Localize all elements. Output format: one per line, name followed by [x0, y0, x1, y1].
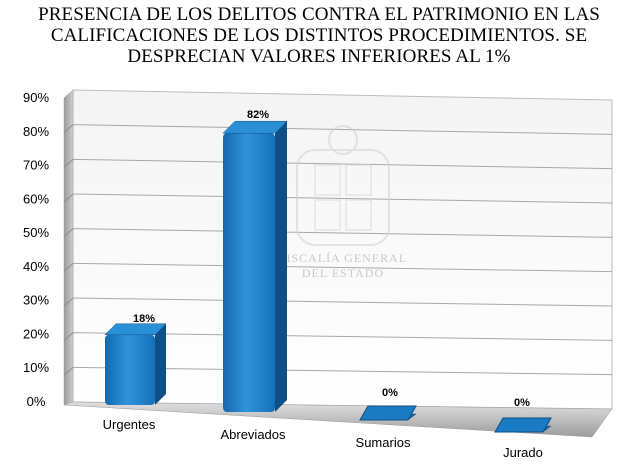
y-tick-label: 0% — [27, 394, 46, 409]
bar-side — [275, 121, 287, 412]
y-tick-label: 40% — [23, 259, 49, 274]
y-tick-label: 70% — [23, 158, 49, 173]
category-label: Urgentes — [103, 417, 156, 432]
gridline — [72, 124, 613, 135]
y-tick-label: 20% — [23, 326, 49, 341]
chart-title-line-1: PRESENCIA DE LOS DELITOS CONTRA EL PATRI… — [38, 4, 600, 25]
side-gridline — [63, 158, 74, 168]
category-label: Sumarios — [356, 435, 411, 450]
bar-top — [222, 120, 288, 134]
bar-zero-slab — [494, 417, 552, 433]
side-gridline — [63, 124, 74, 134]
side-gridline — [63, 193, 74, 203]
gridline — [72, 158, 613, 170]
y-tick-label: 30% — [23, 293, 49, 308]
side-gridline — [63, 262, 74, 272]
side-gridline — [63, 228, 74, 238]
floor — [63, 401, 613, 438]
watermark-line-2: DEL ESTADO — [302, 266, 384, 280]
side-gridline — [63, 297, 74, 307]
y-tick-label: 80% — [23, 124, 49, 139]
bar-sumarios — [359, 405, 417, 421]
side-wall — [63, 89, 74, 406]
bar-top — [104, 323, 167, 336]
bar-jurado — [494, 417, 552, 433]
data-label: 82% — [247, 109, 269, 121]
bar-abreviados — [222, 120, 288, 412]
bars: 18% 82% 0% 0% — [104, 109, 552, 433]
bar-zero-slab — [359, 405, 417, 421]
category-label: Abreviados — [220, 427, 286, 442]
y-tick-label: 50% — [23, 225, 49, 240]
chart-title-line-2: CALIFICACIONES DE LOS DISTINTOS PROCEDIM… — [50, 25, 588, 46]
data-label: 0% — [382, 387, 398, 399]
y-tick-label: 10% — [23, 360, 49, 375]
side-gridline — [63, 332, 74, 342]
gridline — [72, 193, 613, 204]
gridline — [72, 297, 613, 307]
bar-urgentes — [104, 323, 167, 405]
bar-front — [223, 133, 275, 412]
category-label: Jurado — [503, 445, 543, 460]
y-tick-label: 60% — [23, 191, 49, 206]
data-label: 0% — [514, 397, 530, 409]
bar-front — [105, 334, 155, 405]
gridline — [72, 262, 613, 273]
category-labels: Urgentes Abreviados Sumarios Jurado — [103, 417, 543, 460]
side-gridline — [63, 366, 74, 376]
gridline — [72, 228, 613, 238]
bar-side — [155, 323, 166, 405]
chart-title: PRESENCIA DE LOS DELITOS CONTRA EL PATRI… — [0, 4, 638, 67]
watermark-line-1: FISCALÍA GENERAL — [279, 251, 407, 265]
watermark-emblem — [296, 125, 390, 246]
y-axis-ticks: 0% 10% 20% 30% 40% 50% 60% 70% 80% 90% — [23, 90, 49, 409]
data-label: 18% — [133, 313, 155, 325]
y-tick-label: 90% — [23, 90, 49, 105]
chart-title-line-3: DESPRECIAN VALORES INFERIORES AL 1% — [127, 46, 511, 67]
